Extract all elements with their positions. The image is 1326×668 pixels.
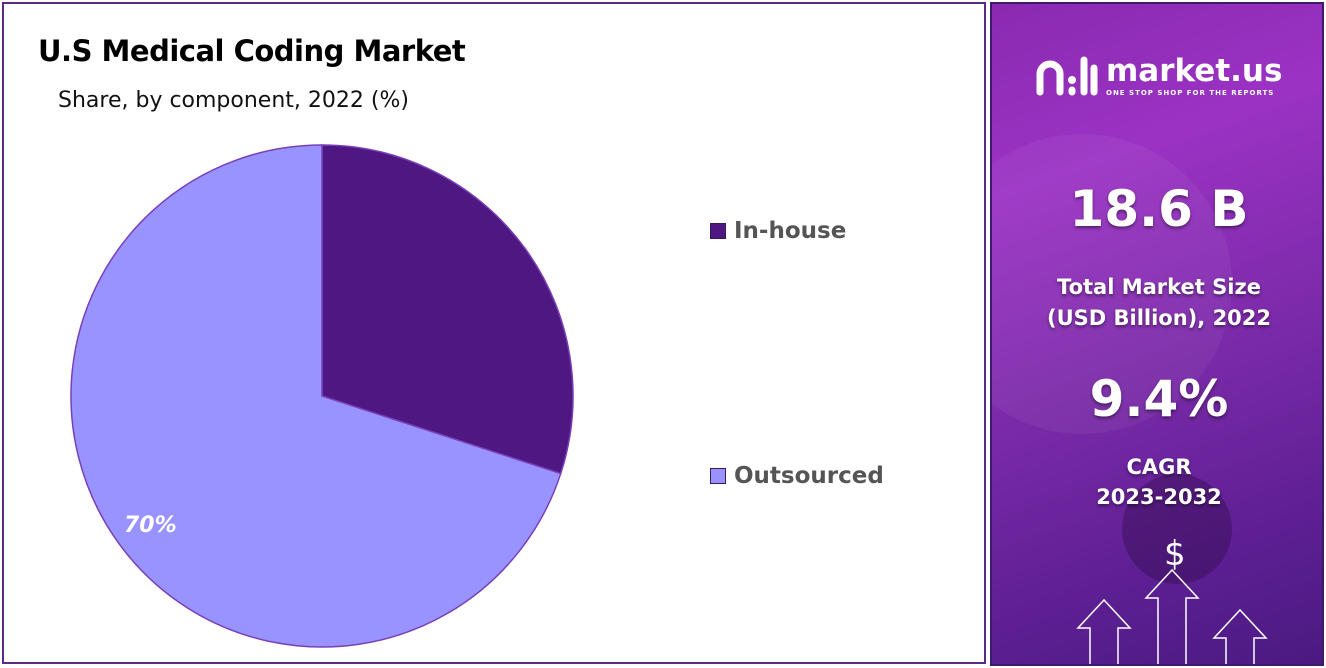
chart-title: U.S Medical Coding Market [38,34,466,68]
market-size-label-line1: Total Market Size [1057,275,1261,299]
growth-arrows-icon [1076,568,1268,664]
coffee-cup-shape [1122,474,1232,584]
legend-swatch-outsourced [710,468,726,484]
cagr-period: 2023-2032 [1096,485,1222,509]
chart-subtitle: Share, by component, 2022 (%) [58,88,409,113]
pie-slice-outsourced [70,144,562,648]
market-size-value: 18.6 B [1069,180,1249,238]
pie-chart: 70% [70,144,574,648]
cagr-label: CAGR [1126,455,1192,479]
chart-panel: U.S Medical Coding Market Share, by comp… [2,2,986,664]
brand-tagline: ONE STOP SHOP FOR THE REPORTS [1106,89,1275,97]
background-photo-overlay [992,134,1232,434]
pie-slice-in-house [321,144,574,475]
legend-item-in-house: In-house [710,218,846,244]
legend-label-outsourced: Outsourced [734,463,884,489]
cagr-value: 9.4% [1089,370,1229,428]
market-size-label-line2: (USD Billion), 2022 [1046,306,1272,330]
market-us-logo: market.us ONE STOP SHOP FOR THE REPORTS [1036,54,1282,98]
market-us-logo-icon [1036,56,1098,96]
stats-panel: market.us ONE STOP SHOP FOR THE REPORTS … [990,2,1324,666]
legend-swatch-in-house [710,223,726,239]
data-label-outsourced: 70% [124,513,177,538]
legend-label-in-house: In-house [734,218,847,244]
brand-name: market.us [1106,53,1283,89]
dollar-icon: $ [1164,534,1186,574]
legend-item-outsourced: Outsourced [710,463,884,489]
